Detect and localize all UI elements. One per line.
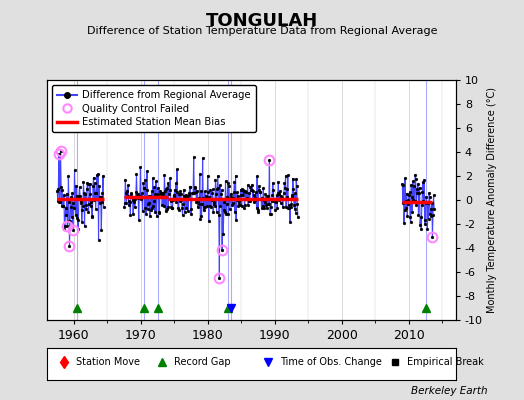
Text: Empirical Break: Empirical Break <box>407 358 484 367</box>
Y-axis label: Monthly Temperature Anomaly Difference (°C): Monthly Temperature Anomaly Difference (… <box>487 87 497 313</box>
Text: Record Gap: Record Gap <box>174 358 231 367</box>
Legend: Difference from Regional Average, Quality Control Failed, Estimated Station Mean: Difference from Regional Average, Qualit… <box>52 85 256 132</box>
Text: Berkeley Earth: Berkeley Earth <box>411 386 487 396</box>
Text: Time of Obs. Change: Time of Obs. Change <box>280 358 382 367</box>
Text: Difference of Station Temperature Data from Regional Average: Difference of Station Temperature Data f… <box>87 26 437 36</box>
Text: Station Move: Station Move <box>76 358 140 367</box>
Text: TONGULAH: TONGULAH <box>206 12 318 30</box>
